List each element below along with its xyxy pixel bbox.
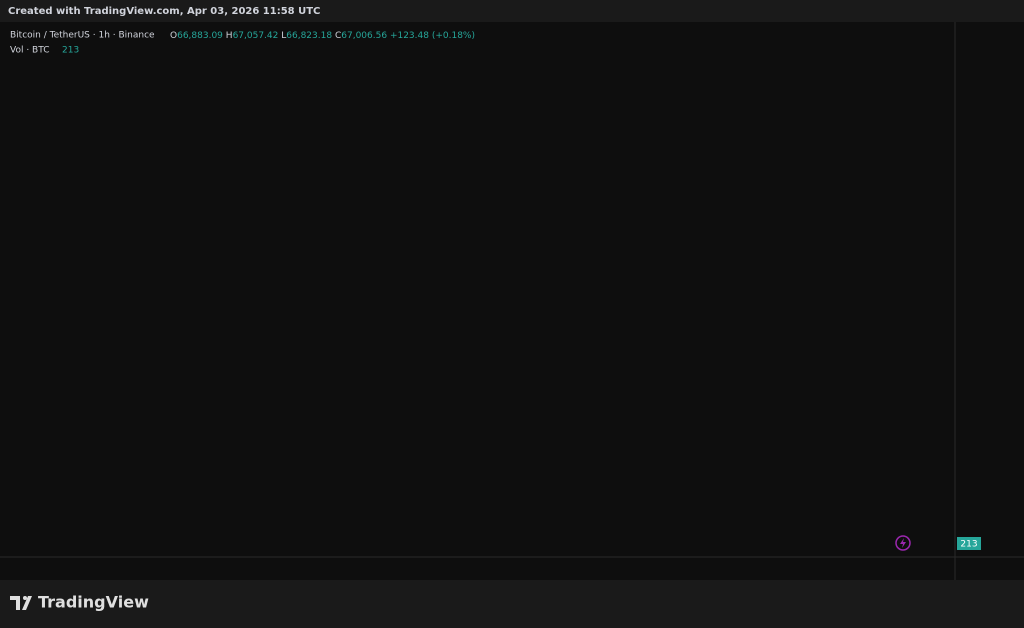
l-key: L (281, 31, 286, 41)
alert-icon[interactable] (895, 535, 911, 551)
change: +123.48 (+0.18%) (390, 31, 475, 41)
h-key: H (226, 31, 233, 41)
c-key: C (335, 31, 341, 41)
created-note: Created with TradingView.com, Apr 03, 20… (8, 6, 320, 17)
volume-title: Vol · BTC (10, 46, 49, 56)
symbol-title: Bitcoin / TetherUS · 1h · Binance (10, 31, 155, 41)
brand-logo: TradingView (10, 593, 149, 612)
price-axis (955, 22, 1024, 557)
alert-icon-bolt (900, 538, 906, 548)
open: 66,883.09 (177, 31, 223, 41)
time-axis (0, 557, 1024, 580)
volume-box (957, 537, 981, 550)
logo-mark (10, 596, 32, 610)
close: 67,006.56 (341, 31, 387, 41)
volume-box-label: 213 (960, 540, 977, 550)
brand-name: TradingView (38, 593, 149, 612)
o-key: O (170, 31, 177, 41)
volume-last: 213 (62, 46, 79, 56)
ohlc-legend: O66,883.09 H67,057.42 L66,823.18 C67,006… (170, 31, 475, 41)
low: 66,823.18 (286, 31, 332, 41)
plot-area (0, 22, 955, 557)
logo-dot (23, 596, 27, 600)
high: 67,057.42 (233, 31, 279, 41)
